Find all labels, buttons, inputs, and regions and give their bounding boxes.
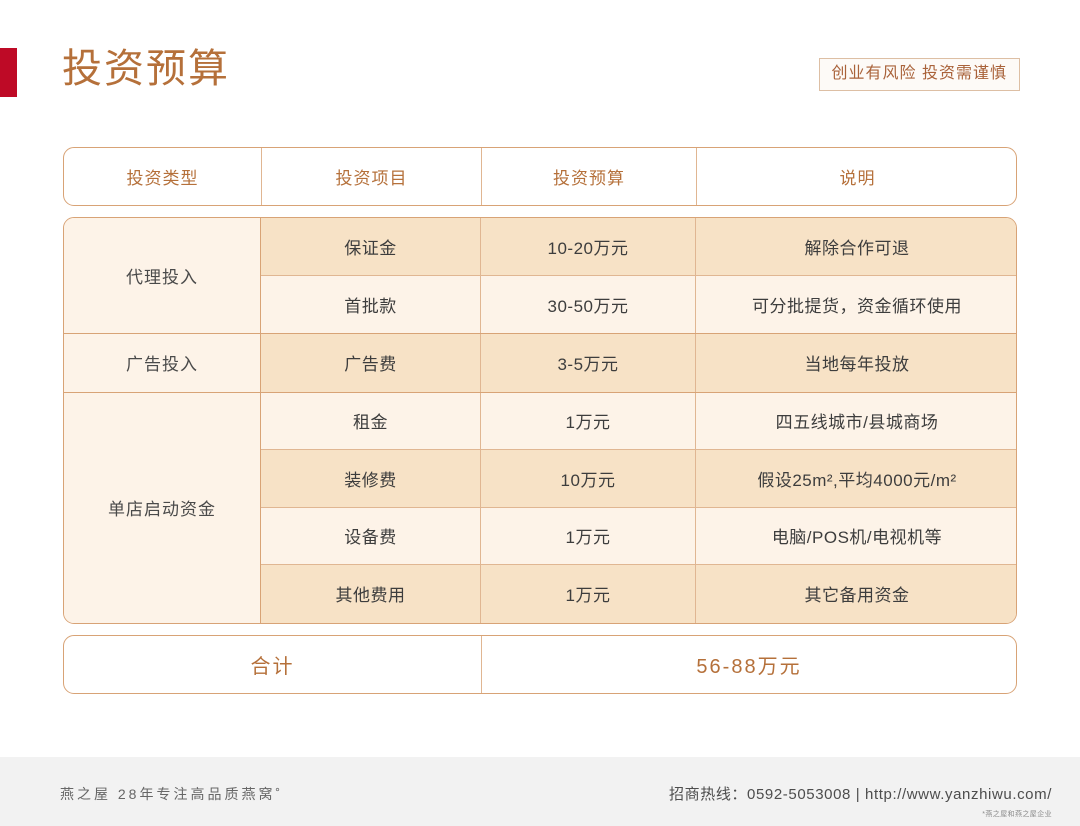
cell-budget: 10-20万元 <box>481 218 696 275</box>
cell-note: 可分批提货，资金循环使用 <box>752 296 962 316</box>
cell-budget: 30-50万元 <box>481 275 696 333</box>
cell-note: 假设25m²,平均4000元/m² <box>757 470 957 490</box>
group-rows: 保证金 10-20万元 解除合作可退 首批款 30-50万元 可分批提货，资金循… <box>261 218 1016 333</box>
footer-contact: 招商热线：0592-5053008 | http://www.yanzhiwu.… <box>669 786 1052 803</box>
table-row: 广告费 3-5万元 当地每年投放 <box>261 334 1016 392</box>
table-group: 单店启动资金 租金 1万元 四五线城市/县城商场 装修费 10万元 假设25m²… <box>64 392 1016 623</box>
table-row: 租金 1万元 四五线城市/县城商场 <box>261 392 1016 450</box>
cell-item: 其他费用 <box>261 565 481 623</box>
cell-item: 租金 <box>261 392 481 449</box>
cell-note: 解除合作可退 <box>804 238 910 258</box>
table-total-row: 合计 56-88万元 <box>63 634 1017 694</box>
table-group: 代理投入 保证金 10-20万元 解除合作可退 首批款 30-50万元 可分批提… <box>64 218 1016 334</box>
group-rows: 广告费 3-5万元 当地每年投放 <box>261 334 1016 392</box>
total-label: 合计 <box>64 635 482 693</box>
column-header-item: 投资项目 <box>261 148 481 205</box>
column-header-budget: 投资预算 <box>481 148 696 205</box>
column-header-type: 投资类型 <box>126 169 199 188</box>
investment-budget-table: 投资类型 投资项目 投资预算 说明 代理投入 保证金 10-20万元 解除合作可… <box>63 147 1017 694</box>
page-title: 投资预算 <box>62 47 230 91</box>
cell-item: 广告费 <box>261 334 481 392</box>
risk-disclaimer-badge: 创业有风险 投资需谨慎 <box>818 58 1020 91</box>
cell-item: 设备费 <box>261 507 481 564</box>
table-row: 保证金 10-20万元 解除合作可退 <box>261 218 1016 276</box>
title-accent-bar <box>0 48 17 97</box>
table-row: 装修费 10万元 假设25m²,平均4000元/m² <box>261 450 1016 508</box>
cell-budget: 1万元 <box>481 565 696 623</box>
footer-brand-slogan: 燕之屋 28年专注高品质燕窝˚ <box>60 786 284 802</box>
cell-note: 四五线城市/县城商场 <box>775 413 939 433</box>
table-row: 首批款 30-50万元 可分批提货，资金循环使用 <box>261 275 1016 333</box>
group-label-advertising: 广告投入 <box>64 334 261 392</box>
cell-note: 电脑/POS机/电视机等 <box>771 528 943 548</box>
cell-item: 装修费 <box>261 450 481 507</box>
group-label-agency: 代理投入 <box>64 218 261 333</box>
cell-item: 首批款 <box>261 275 481 333</box>
column-header-note: 说明 <box>696 148 1016 205</box>
table-body: 代理投入 保证金 10-20万元 解除合作可退 首批款 30-50万元 可分批提… <box>63 217 1017 624</box>
group-label-store-startup: 单店启动资金 <box>64 392 261 623</box>
total-value: 56-88万元 <box>696 655 802 678</box>
cell-budget: 1万元 <box>481 392 696 449</box>
cell-note: 其它备用资金 <box>804 586 910 606</box>
footer-bar: 燕之屋 28年专注高品质燕窝˚ 招商热线：0592-5053008 | http… <box>0 757 1080 826</box>
footer-fine-print: *燕之屋和燕之屋企业 <box>982 811 1052 818</box>
cell-item: 保证金 <box>261 218 481 275</box>
table-group: 广告投入 广告费 3-5万元 当地每年投放 <box>64 334 1016 393</box>
group-rows: 租金 1万元 四五线城市/县城商场 装修费 10万元 假设25m²,平均4000… <box>261 392 1016 623</box>
cell-note: 当地每年投放 <box>804 355 910 375</box>
table-header-row: 投资类型 投资项目 投资预算 说明 <box>63 147 1017 206</box>
table-row: 其他费用 1万元 其它备用资金 <box>261 565 1016 623</box>
cell-budget: 10万元 <box>481 450 696 507</box>
cell-budget: 3-5万元 <box>481 334 696 392</box>
cell-budget: 1万元 <box>481 507 696 564</box>
table-row: 设备费 1万元 电脑/POS机/电视机等 <box>261 507 1016 565</box>
